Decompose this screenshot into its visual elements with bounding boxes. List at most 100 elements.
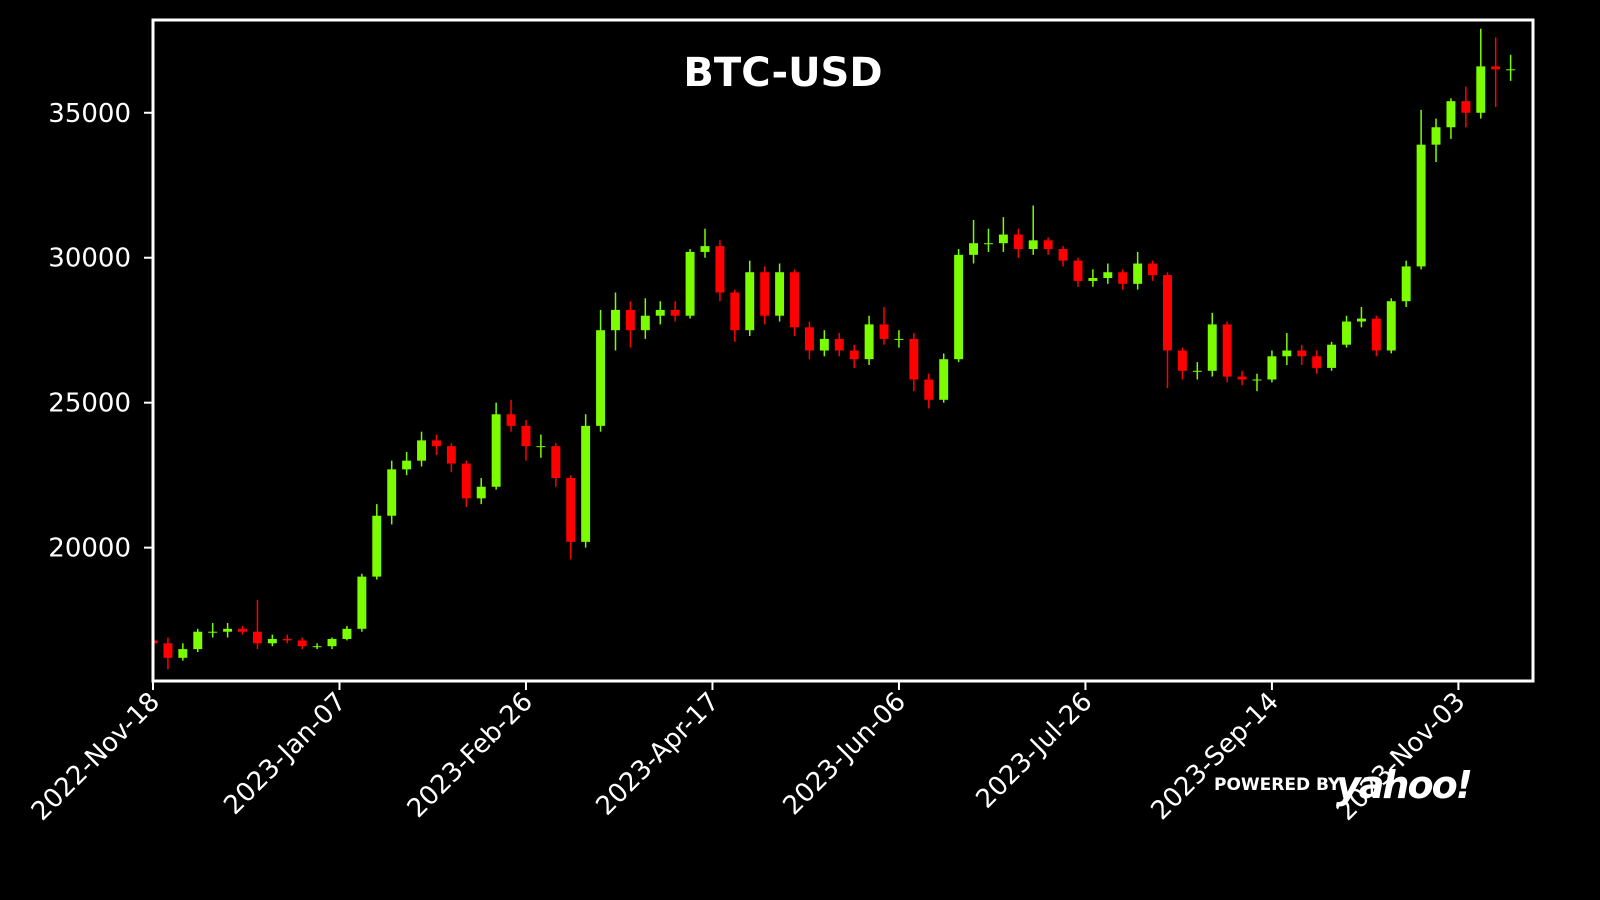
candle-body — [1431, 127, 1441, 145]
candle-body — [1476, 66, 1486, 113]
candles — [153, 28, 1516, 670]
candle-body — [849, 350, 859, 360]
candle-body — [387, 469, 397, 516]
candle-body — [551, 446, 561, 479]
candle-body — [670, 309, 680, 316]
candle-body — [1401, 266, 1411, 302]
watermark-prefix: POWERED BY — [1214, 775, 1341, 795]
candle-body — [1312, 356, 1322, 368]
candle-body — [163, 643, 173, 658]
candle-body — [1252, 379, 1262, 381]
candle-body — [1028, 240, 1038, 250]
candle-body — [282, 638, 292, 641]
candle-body — [745, 272, 755, 331]
candle-body — [909, 338, 919, 380]
candle-body — [402, 460, 412, 470]
candle-body — [342, 628, 352, 639]
candle-body — [446, 446, 456, 464]
candle-body — [1327, 344, 1337, 368]
candle-body — [700, 246, 710, 252]
candle-body — [581, 425, 591, 542]
candle-body — [1356, 318, 1366, 322]
candle-body — [506, 414, 516, 426]
chart-title: BTC-USD — [683, 50, 882, 96]
candle-body — [1222, 324, 1232, 377]
y-tick-label: 25000 — [48, 389, 131, 419]
candle-body — [461, 463, 471, 499]
candle-body — [715, 246, 725, 293]
candle-body — [193, 631, 203, 650]
candle-body — [1446, 101, 1456, 128]
candle-body — [312, 646, 322, 648]
candle-body — [730, 292, 740, 331]
candle-body — [1282, 350, 1292, 357]
candle-body — [1088, 278, 1098, 281]
candle-body — [1461, 101, 1471, 113]
candle-body — [223, 628, 233, 632]
candle-body — [566, 478, 576, 542]
candle-body — [924, 379, 934, 400]
candle-body — [1237, 376, 1247, 380]
candle-body — [178, 649, 188, 658]
candle-body — [238, 628, 247, 632]
candle-body — [760, 272, 770, 316]
candle-body — [879, 324, 889, 339]
candle-body — [640, 315, 650, 331]
candle-body — [1148, 263, 1158, 276]
y-tick-label: 35000 — [48, 99, 131, 129]
plot-frame — [151, 18, 1535, 683]
candle-body — [417, 440, 427, 461]
y-tick-label: 30000 — [48, 244, 131, 274]
candle-body — [625, 309, 635, 331]
candle-body — [1491, 66, 1501, 70]
candle-body — [1058, 249, 1068, 261]
candle-body — [153, 640, 158, 644]
candle-body — [521, 425, 531, 447]
candle-body — [894, 338, 904, 340]
candle-body — [1192, 370, 1202, 372]
candle-body — [790, 272, 799, 328]
candle-body — [491, 414, 501, 487]
candle-body — [1163, 275, 1172, 351]
candle-body — [775, 272, 785, 316]
candle-body — [372, 515, 382, 577]
candle-body — [1118, 272, 1128, 284]
candle-body — [252, 631, 262, 644]
candle-body — [998, 234, 1008, 244]
candle-body — [864, 324, 874, 360]
candle-body — [655, 309, 665, 316]
candle-body — [819, 338, 829, 351]
candle-body — [1207, 324, 1217, 371]
candle-body — [834, 338, 844, 351]
candle-body — [208, 631, 218, 633]
candle-body — [939, 359, 949, 400]
candle-body — [1506, 69, 1516, 71]
candle-body — [1371, 318, 1381, 351]
candle-body — [685, 251, 695, 316]
candle-body — [954, 254, 964, 360]
candle-body — [1103, 272, 1113, 279]
candle-body — [1043, 240, 1053, 250]
candle-body — [476, 486, 486, 499]
candle-body — [536, 446, 546, 448]
watermark-brand: yahoo! — [1336, 763, 1471, 807]
candle-body — [1013, 234, 1023, 250]
candle-body — [596, 330, 606, 426]
candle-body — [267, 638, 277, 644]
candle-body — [1297, 350, 1307, 357]
candle-body — [1416, 144, 1426, 267]
candle-body — [969, 243, 979, 255]
candle-body — [1133, 263, 1143, 284]
candle-body — [611, 309, 620, 331]
candle-body — [297, 640, 307, 647]
candle-body — [804, 327, 814, 351]
candle-body — [1386, 301, 1396, 351]
candle-body — [1177, 350, 1187, 371]
candle-body — [983, 243, 993, 245]
candle-body — [1267, 356, 1277, 380]
y-tick-label: 20000 — [48, 534, 131, 564]
candle-body — [1342, 321, 1351, 345]
candle-body — [357, 576, 367, 629]
